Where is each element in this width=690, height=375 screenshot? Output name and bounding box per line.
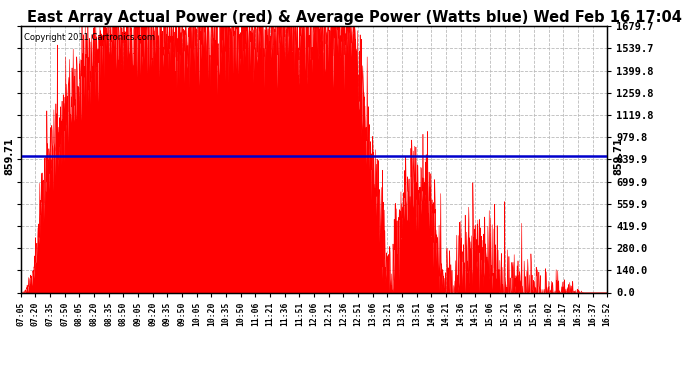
- Text: 859.71: 859.71: [5, 137, 15, 175]
- Text: Copyright 2011 Cartronics.com: Copyright 2011 Cartronics.com: [23, 33, 155, 42]
- Text: 859.71: 859.71: [613, 137, 623, 175]
- Text: East Array Actual Power (red) & Average Power (Watts blue) Wed Feb 16 17:04: East Array Actual Power (red) & Average …: [26, 10, 682, 25]
